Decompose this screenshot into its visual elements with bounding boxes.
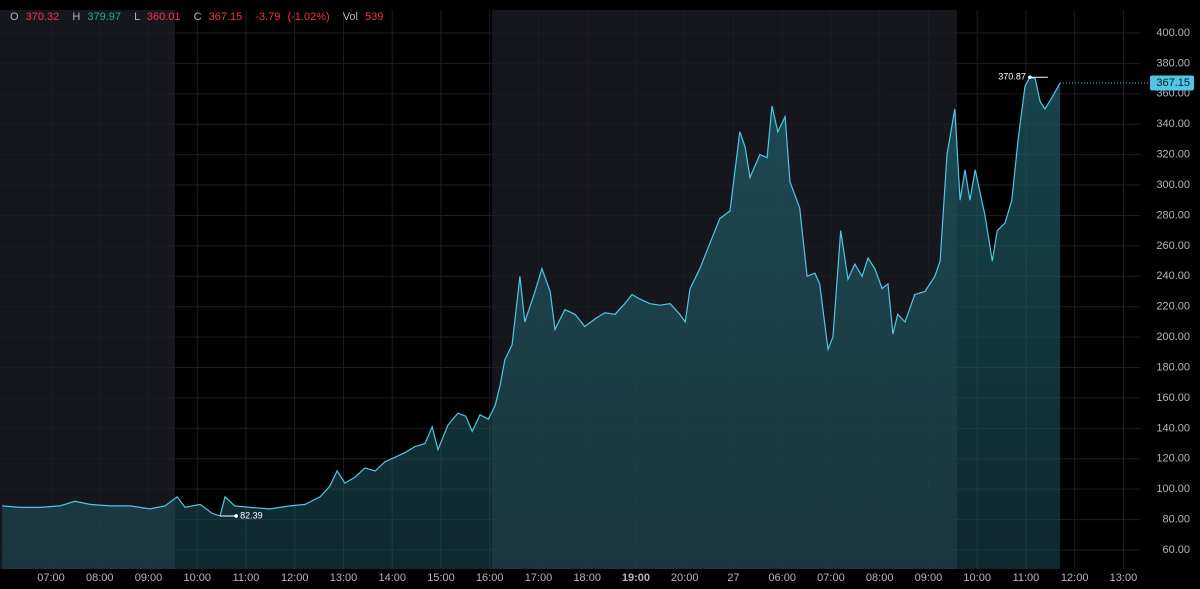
- y-tick-label: 260.00: [1156, 240, 1190, 252]
- x-tick-label: 07:00: [817, 572, 845, 584]
- x-tick-label: 12:00: [1061, 572, 1089, 584]
- x-tick-label: 13:00: [1110, 572, 1138, 584]
- low-label: L: [134, 11, 140, 23]
- price-line: [2, 76, 1061, 517]
- x-tick-label: 11:00: [233, 572, 260, 584]
- x-tick-label: 10:00: [963, 572, 991, 584]
- x-tick-label: 17:00: [525, 572, 553, 584]
- y-tick-label: 180.00: [1156, 361, 1190, 373]
- x-tick-label: 19:00: [622, 572, 650, 584]
- y-tick-label: 80.00: [1162, 513, 1190, 525]
- last-price-label: 367.15: [1156, 77, 1190, 89]
- x-tick-label: 07:00: [37, 572, 65, 584]
- y-tick-label: 220.00: [1156, 301, 1190, 313]
- x-tick-label: 15:00: [427, 572, 455, 584]
- change-pct: (-1.02%): [287, 11, 329, 23]
- y-tick-label: 340.00: [1156, 118, 1190, 130]
- x-tick-label: 12:00: [281, 572, 309, 584]
- x-tick-label: 09:00: [135, 572, 163, 584]
- extreme-dot: [234, 514, 238, 518]
- extreme-dot: [1028, 75, 1032, 80]
- session-shade: [0, 10, 175, 569]
- x-tick-label: 11:00: [1013, 572, 1040, 584]
- ohlc-header: O 370.32 H 379.97 L 360.01 C 367.15 -3.7…: [10, 11, 383, 23]
- y-tick-label: 60.00: [1162, 544, 1190, 556]
- x-tick-label: 27: [727, 572, 739, 584]
- x-tick-label: 18:00: [573, 572, 601, 584]
- open: 370.32: [26, 11, 60, 23]
- y-tick-label: 120.00: [1156, 453, 1190, 465]
- x-tick-label: 08:00: [86, 572, 114, 584]
- last-price-box: [1150, 75, 1194, 91]
- high-label: H: [72, 11, 80, 23]
- high-label: 370.87: [998, 72, 1026, 82]
- x-tick-label: 10:00: [183, 572, 211, 584]
- x-tick-label: 06:00: [768, 572, 796, 584]
- low-label: 82.39: [240, 510, 263, 520]
- high: 379.97: [87, 11, 121, 23]
- close-label: C: [194, 11, 202, 23]
- change: -3.79: [255, 11, 280, 23]
- y-tick-label: 300.00: [1156, 179, 1190, 191]
- low: 360.01: [147, 11, 181, 23]
- y-tick-label: 320.00: [1156, 149, 1190, 161]
- y-tick-label: 280.00: [1156, 209, 1190, 221]
- y-tick-label: 400.00: [1156, 27, 1190, 39]
- y-tick-label: 380.00: [1156, 57, 1190, 69]
- close: 367.15: [209, 11, 243, 23]
- x-tick-label: 13:00: [330, 572, 358, 584]
- vol: 539: [365, 11, 383, 23]
- x-tick-label: 08:00: [866, 572, 894, 584]
- open-label: O: [10, 11, 19, 23]
- y-tick-label: 160.00: [1156, 392, 1190, 404]
- y-tick-label: 140.00: [1156, 422, 1190, 434]
- y-tick-label: 100.00: [1156, 483, 1190, 495]
- x-tick-label: 14:00: [378, 572, 406, 584]
- x-tick-label: 09:00: [915, 572, 943, 584]
- y-tick-label: 200.00: [1156, 331, 1190, 343]
- area-fill: [2, 77, 1061, 570]
- y-tick-label: 360.00: [1156, 88, 1190, 100]
- y-tick-label: 240.00: [1156, 270, 1190, 282]
- x-tick-label: 16:00: [476, 572, 504, 584]
- x-tick-label: 20:00: [671, 572, 699, 584]
- vol-label: Vol: [343, 11, 358, 23]
